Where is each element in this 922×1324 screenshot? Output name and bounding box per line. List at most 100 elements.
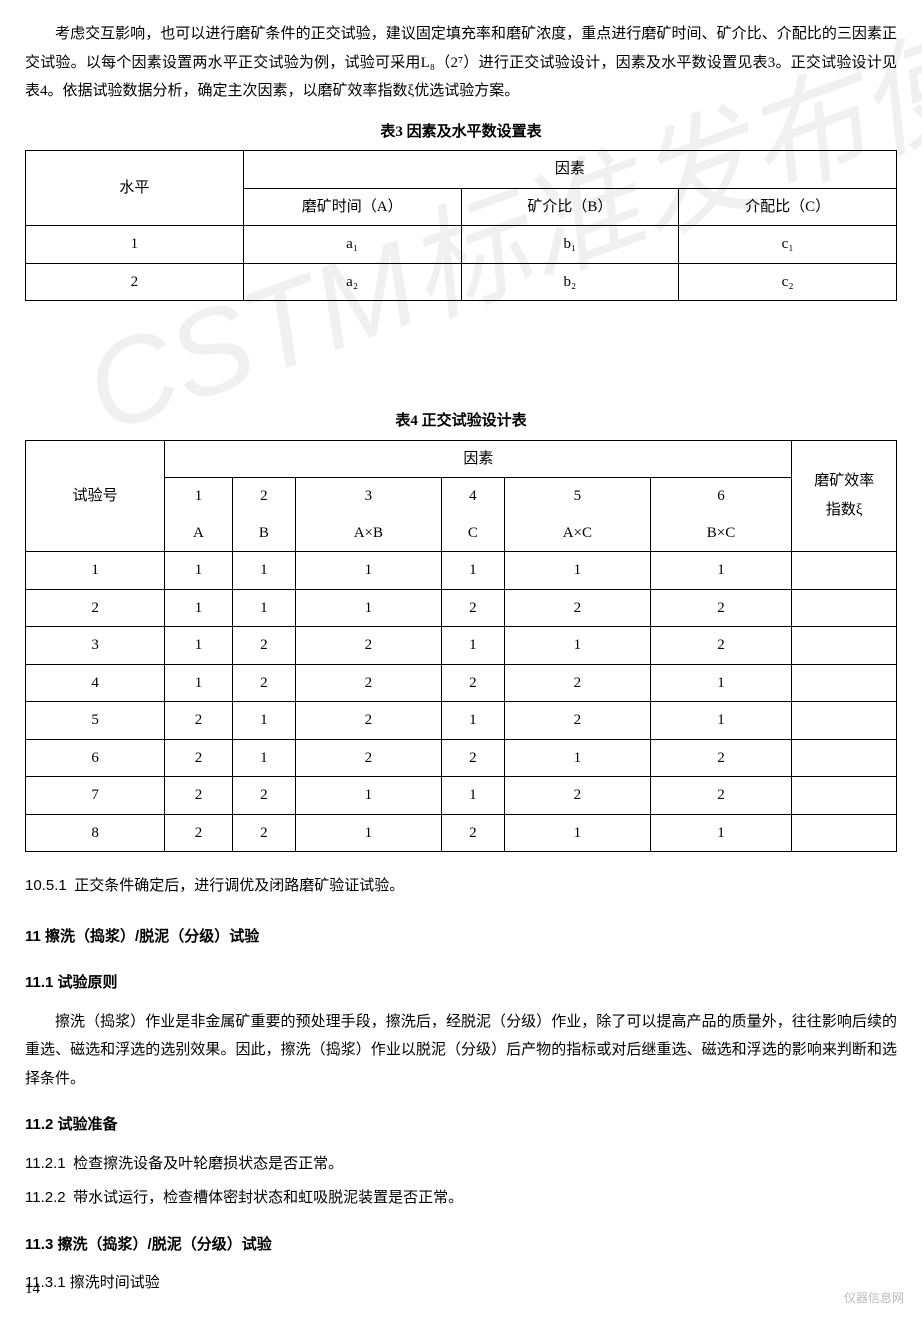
t4-n: 6: [26, 739, 165, 777]
t4-v: 1: [232, 589, 296, 627]
t3-col-c: 介配比（C）: [679, 188, 897, 226]
t3-level: 2: [26, 263, 244, 301]
t4-colnum: 6: [650, 478, 792, 515]
t4-v: 2: [296, 702, 441, 740]
sec-10-5-1: 10.5.1 正交条件确定后，进行调优及闭路磨矿验证试验。: [25, 872, 897, 901]
t4-v: 1: [296, 777, 441, 815]
t4-v: 1: [165, 589, 232, 627]
t3-header-level: 水平: [26, 151, 244, 226]
t4-v: 1: [232, 552, 296, 590]
t3-a: a₂: [243, 263, 461, 301]
sec-10-5-1-text: 正交条件确定后，进行调优及闭路磨矿验证试验。: [74, 878, 404, 894]
t3-b: b₁: [461, 226, 679, 264]
t4-v: 1: [650, 702, 792, 740]
t4-v: 1: [165, 664, 232, 702]
t4-v: 2: [505, 589, 650, 627]
sec-11-2: 11.2 试验准备: [25, 1111, 897, 1140]
t4-n: 4: [26, 664, 165, 702]
t4-e: [792, 777, 897, 815]
t3-b: b₂: [461, 263, 679, 301]
sec-11-1-text: 擦洗（捣浆）作业是非金属矿重要的预处理手段，擦洗后，经脱泥（分级）作业，除了可以…: [25, 1008, 897, 1094]
t4-v: 1: [165, 552, 232, 590]
t4-v: 2: [165, 702, 232, 740]
t3-col-b: 矿介比（B）: [461, 188, 679, 226]
t3-col-a: 磨矿时间（A）: [243, 188, 461, 226]
table-row: 5 2 1 2 1 2 1: [26, 702, 897, 740]
t3-header-factor: 因素: [243, 151, 896, 189]
table4-caption: 表4 正交试验设计表: [25, 407, 897, 436]
table3: 水平 因素 磨矿时间（A） 矿介比（B） 介配比（C） 1 a₁ b₁ c₁ 2…: [25, 150, 897, 301]
t4-colsym: A×B: [296, 515, 441, 552]
t4-v: 1: [296, 589, 441, 627]
t4-v: 2: [165, 739, 232, 777]
t4-v: 2: [165, 814, 232, 852]
table-row: 6 2 1 2 2 1 2: [26, 739, 897, 777]
table-row: 2 1 1 1 2 2 2: [26, 589, 897, 627]
t4-v: 1: [441, 552, 505, 590]
t3-c: c₂: [679, 263, 897, 301]
t4-v: 2: [441, 664, 505, 702]
sec-11-2-1-num: 11.2.1: [25, 1155, 66, 1172]
t4-v: 1: [650, 814, 792, 852]
t4-v: 2: [165, 777, 232, 815]
t4-v: 1: [296, 552, 441, 590]
t4-colsym: C: [441, 515, 505, 552]
t4-v: 1: [650, 664, 792, 702]
t4-v: 2: [232, 627, 296, 665]
t4-header-trial: 试验号: [26, 440, 165, 552]
t4-v: 2: [505, 702, 650, 740]
sec-11-2-2-text: 带水试运行，检查槽体密封状态和虹吸脱泥装置是否正常。: [73, 1190, 463, 1206]
t4-v: 1: [296, 814, 441, 852]
t4-colsym: A×C: [505, 515, 650, 552]
t4-eff1: 磨矿效率: [814, 473, 874, 489]
t4-v: 1: [165, 627, 232, 665]
t4-colnum: 4: [441, 478, 505, 515]
t4-v: 2: [441, 814, 505, 852]
t4-e: [792, 739, 897, 777]
spacer: [25, 321, 897, 401]
t4-n: 2: [26, 589, 165, 627]
t4-v: 1: [232, 739, 296, 777]
t4-v: 2: [296, 739, 441, 777]
t4-v: 2: [296, 627, 441, 665]
sec-10-5-1-num: 10.5.1: [25, 877, 67, 894]
t4-colsym: A: [165, 515, 232, 552]
t4-colsym: B: [232, 515, 296, 552]
t4-colnum: 3: [296, 478, 441, 515]
t4-v: 1: [505, 552, 650, 590]
table-row: 1 a₁ b₁ c₁: [26, 226, 897, 264]
t4-eff2: 指数ξ: [826, 502, 863, 518]
t4-v: 2: [441, 589, 505, 627]
t4-v: 1: [441, 777, 505, 815]
t4-e: [792, 814, 897, 852]
sec-11-2-1: 11.2.1 检查擦洗设备及叶轮磨损状态是否正常。: [25, 1150, 897, 1179]
t4-v: 2: [441, 739, 505, 777]
t3-a: a₁: [243, 226, 461, 264]
table-row: 2 a₂ b₂ c₂: [26, 263, 897, 301]
table-row: 4 1 2 2 2 2 1: [26, 664, 897, 702]
t4-v: 2: [650, 627, 792, 665]
table-row: 7 2 2 1 1 2 2: [26, 777, 897, 815]
sec-11-3: 11.3 擦洗（捣浆）/脱泥（分级）试验: [25, 1231, 897, 1260]
t4-v: 2: [232, 664, 296, 702]
t3-level: 1: [26, 226, 244, 264]
t4-n: 1: [26, 552, 165, 590]
table-row: 8 2 2 1 2 1 1: [26, 814, 897, 852]
t4-colnum: 5: [505, 478, 650, 515]
t4-e: [792, 627, 897, 665]
t4-e: [792, 702, 897, 740]
t4-v: 1: [232, 702, 296, 740]
content-area: 考虑交互影响，也可以进行磨矿条件的正交试验，建议固定填充率和磨矿浓度，重点进行磨…: [25, 20, 897, 1298]
t4-header-factor: 因素: [165, 440, 792, 478]
table3-caption: 表3 因素及水平数设置表: [25, 118, 897, 147]
t4-colsym: B×C: [650, 515, 792, 552]
t4-v: 2: [650, 777, 792, 815]
t4-v: 1: [505, 627, 650, 665]
t4-v: 1: [441, 702, 505, 740]
sec-11: 11 擦洗（捣浆）/脱泥（分级）试验: [25, 923, 897, 952]
intro-paragraph: 考虑交互影响，也可以进行磨矿条件的正交试验，建议固定填充率和磨矿浓度，重点进行磨…: [25, 20, 897, 106]
t3-c: c₁: [679, 226, 897, 264]
sec-11-2-1-text: 检查擦洗设备及叶轮磨损状态是否正常。: [73, 1156, 343, 1172]
t4-header-eff: 磨矿效率 指数ξ: [792, 440, 897, 552]
table-row: 1 1 1 1 1 1 1: [26, 552, 897, 590]
